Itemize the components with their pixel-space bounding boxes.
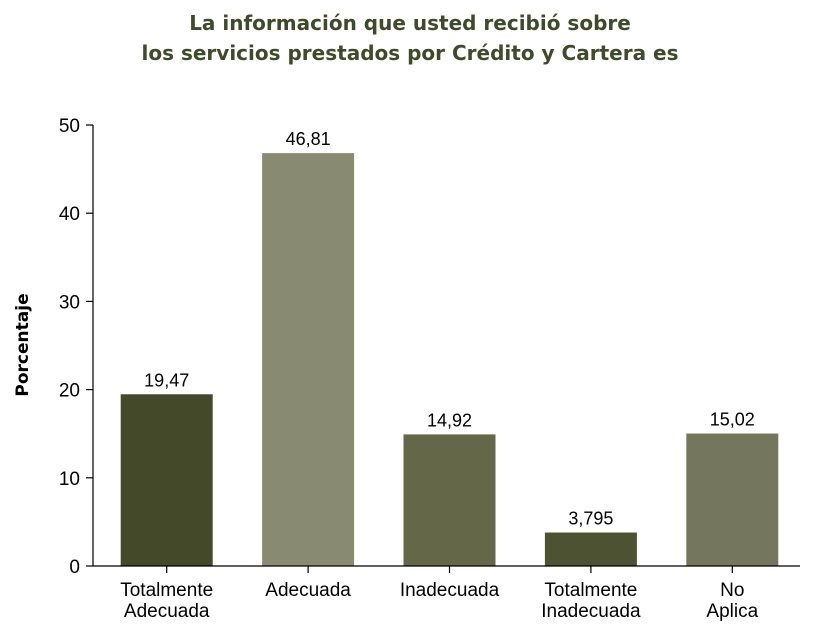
x-tick-label: Totalmente Inadecuada [541,580,641,622]
y-tick-label: 50 [59,116,80,137]
bar [403,434,496,566]
x-axis: Totalmente Adecuada Adecuada Inadecuada Tota… [93,565,800,622]
y-tick-label: 20 [59,381,80,402]
data-label: 3,795 [568,509,613,529]
x-tick-label: Inadecuada [400,580,500,601]
y-axis: 0 10 20 30 40 50 [59,116,94,578]
bar [544,532,637,566]
y-tick-label: 0 [69,557,80,578]
bars: 19,47 46,81 14,92 3,795 15,02 [120,129,779,566]
x-tick-label: Adecuada [265,580,351,601]
data-label: 19,47 [144,370,189,390]
data-label: 14,92 [427,410,472,430]
y-axis-label: Porcentaje [13,293,33,396]
data-label: 46,81 [286,129,331,149]
y-tick-label: 30 [59,292,80,313]
bar [686,433,779,566]
chart-title-line-1: La información que usted recibió sobre [189,11,631,35]
y-tick-label: 10 [59,469,80,490]
y-tick-label: 40 [59,204,80,225]
data-label: 15,02 [710,410,755,430]
x-tick-label: Totalmente Adecuada [120,580,213,622]
chart-title: La información que usted recibió sobre l… [0,8,820,68]
chart-title-line-2: los servicios prestados por Crédito y Ca… [141,41,679,65]
bar [120,394,213,566]
bar [262,153,355,566]
x-tick-label: No Aplica [706,580,758,622]
